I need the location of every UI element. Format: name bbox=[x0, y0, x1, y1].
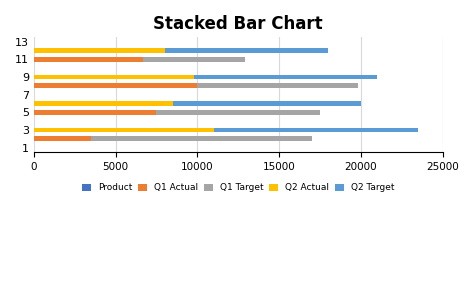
Bar bbox=[34, 136, 91, 141]
Bar bbox=[91, 136, 312, 141]
Bar bbox=[173, 101, 361, 106]
Bar bbox=[194, 75, 377, 80]
Bar bbox=[34, 75, 194, 80]
Bar bbox=[197, 83, 357, 88]
Legend: Product, Q1 Actual, Q1 Target, Q2 Actual, Q2 Target: Product, Q1 Actual, Q1 Target, Q2 Actual… bbox=[78, 180, 398, 196]
Bar bbox=[156, 110, 320, 115]
Bar bbox=[164, 48, 328, 53]
Bar bbox=[34, 57, 144, 62]
Bar bbox=[34, 48, 164, 53]
Bar bbox=[34, 110, 156, 115]
Bar bbox=[144, 57, 245, 62]
Title: Stacked Bar Chart: Stacked Bar Chart bbox=[154, 15, 323, 33]
Bar bbox=[34, 101, 173, 106]
Bar bbox=[214, 128, 418, 133]
Bar bbox=[34, 83, 197, 88]
Bar bbox=[34, 128, 214, 133]
